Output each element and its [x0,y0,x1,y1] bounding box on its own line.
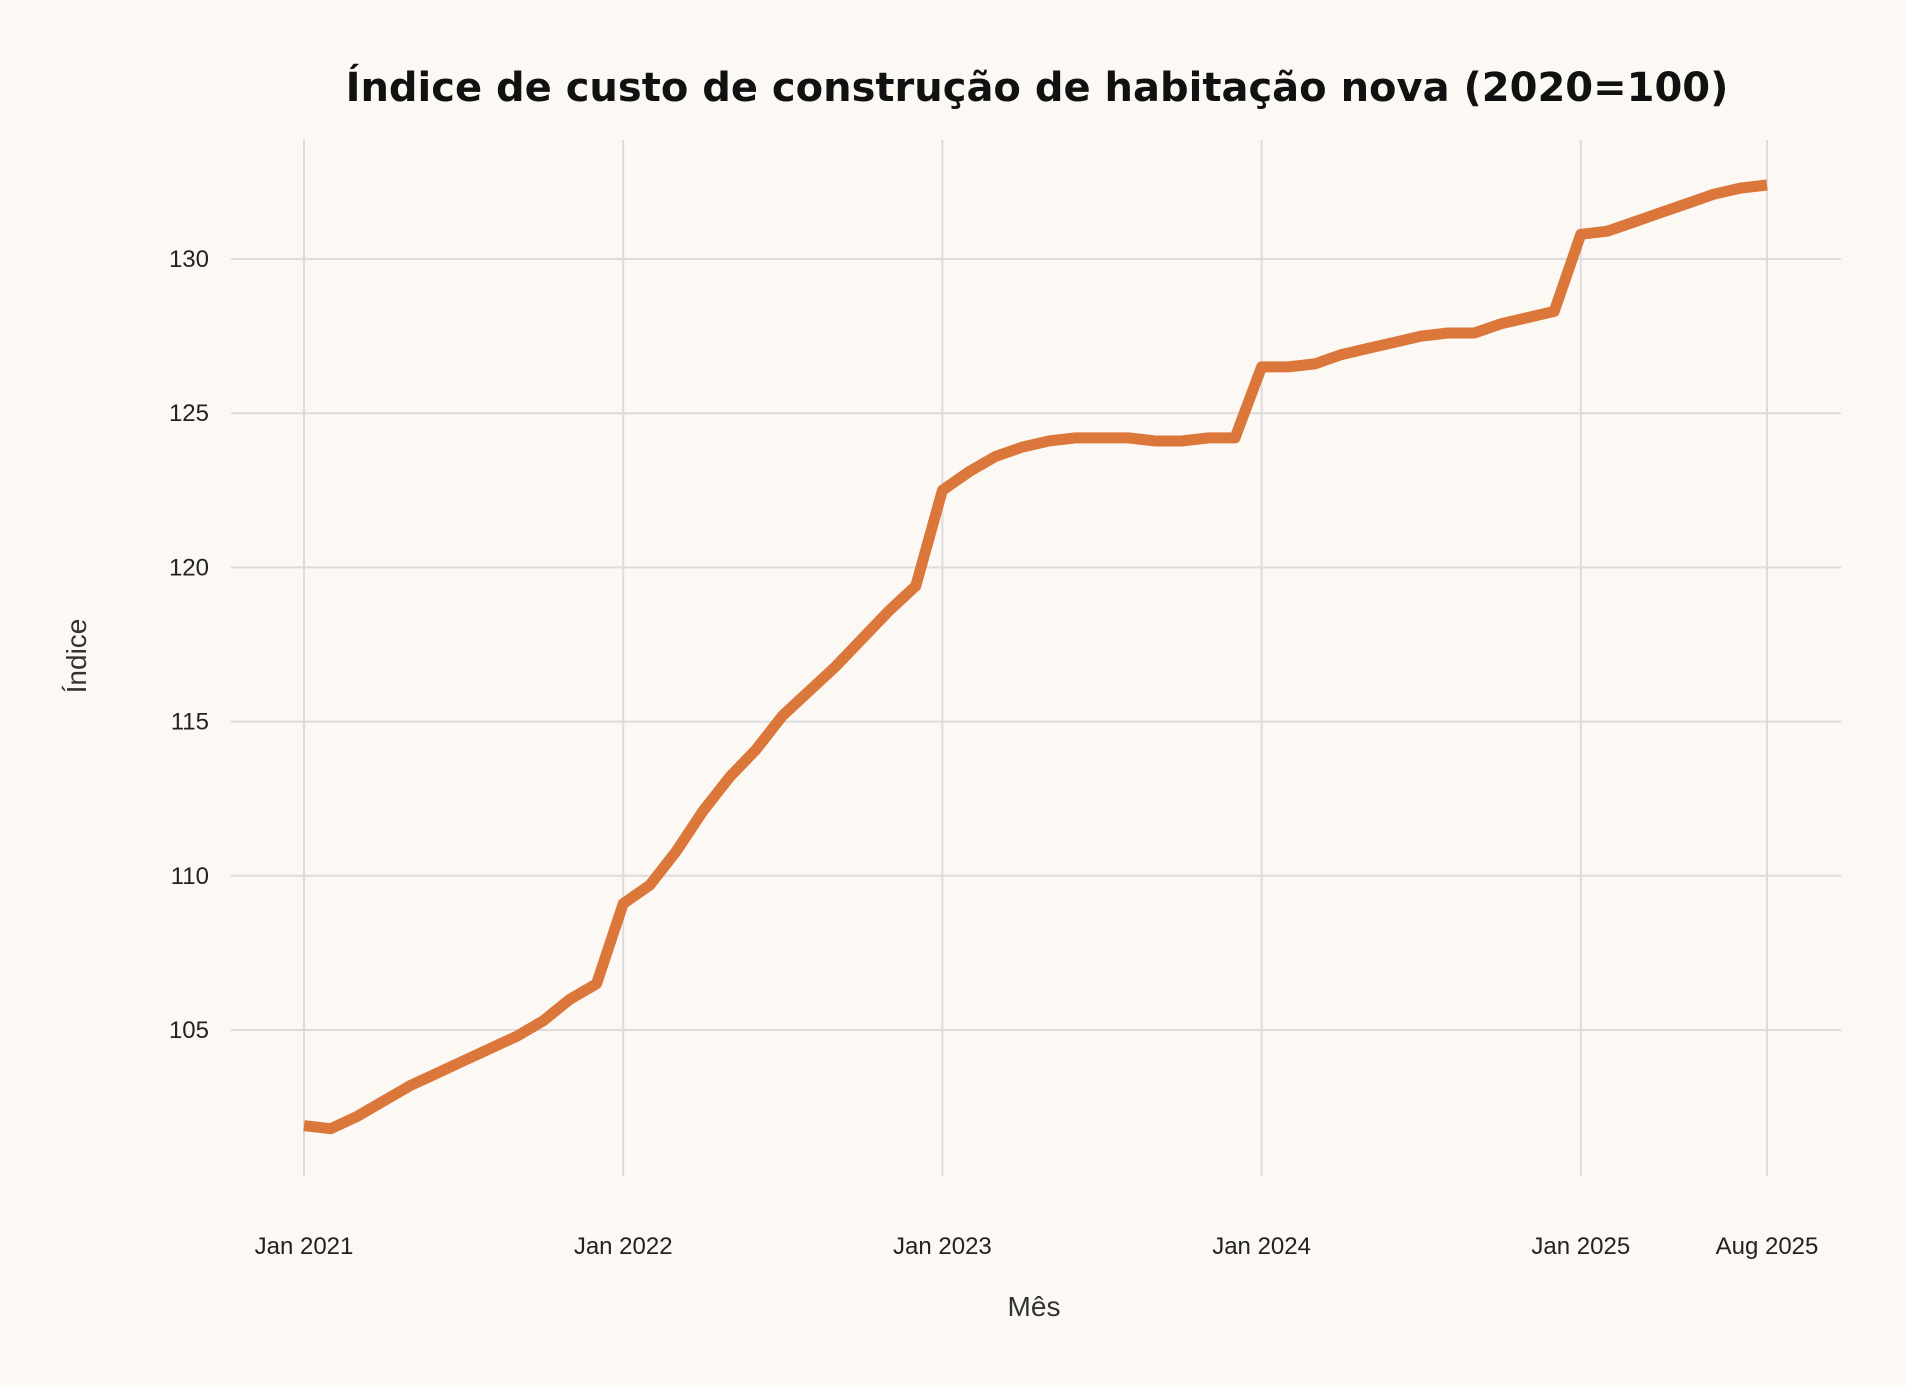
grid [231,140,1841,1176]
x-tick-label: Jan 2022 [574,1233,673,1260]
y-tick-label: 120 [169,554,209,581]
x-tick-label: Aug 2025 [1716,1233,1819,1260]
y-axis-ticks: 105 110 115 120 125 130 [169,246,209,1044]
x-axis-ticks: Jan 2021 Jan 2022 Jan 2023 Jan 2024 Jan 2025… [255,1233,1819,1260]
x-tick-label: Jan 2023 [893,1233,992,1260]
x-tick-label: Jan 2024 [1212,1233,1311,1260]
y-tick-label: 130 [169,246,209,273]
y-tick-label: 125 [169,400,209,427]
x-axis-label: Mês [1008,1291,1061,1322]
y-axis-label: Índice [61,619,92,694]
chart-title: Índice de custo de construção de habitaç… [346,63,1729,111]
y-tick-label: 105 [169,1017,209,1044]
y-tick-label: 115 [171,709,209,736]
index-line [303,179,1768,1135]
x-tick-label: Jan 2021 [255,1233,354,1260]
x-tick-label: Jan 2025 [1531,1233,1630,1260]
y-tick-label: 110 [171,863,209,890]
series [303,179,1768,1135]
